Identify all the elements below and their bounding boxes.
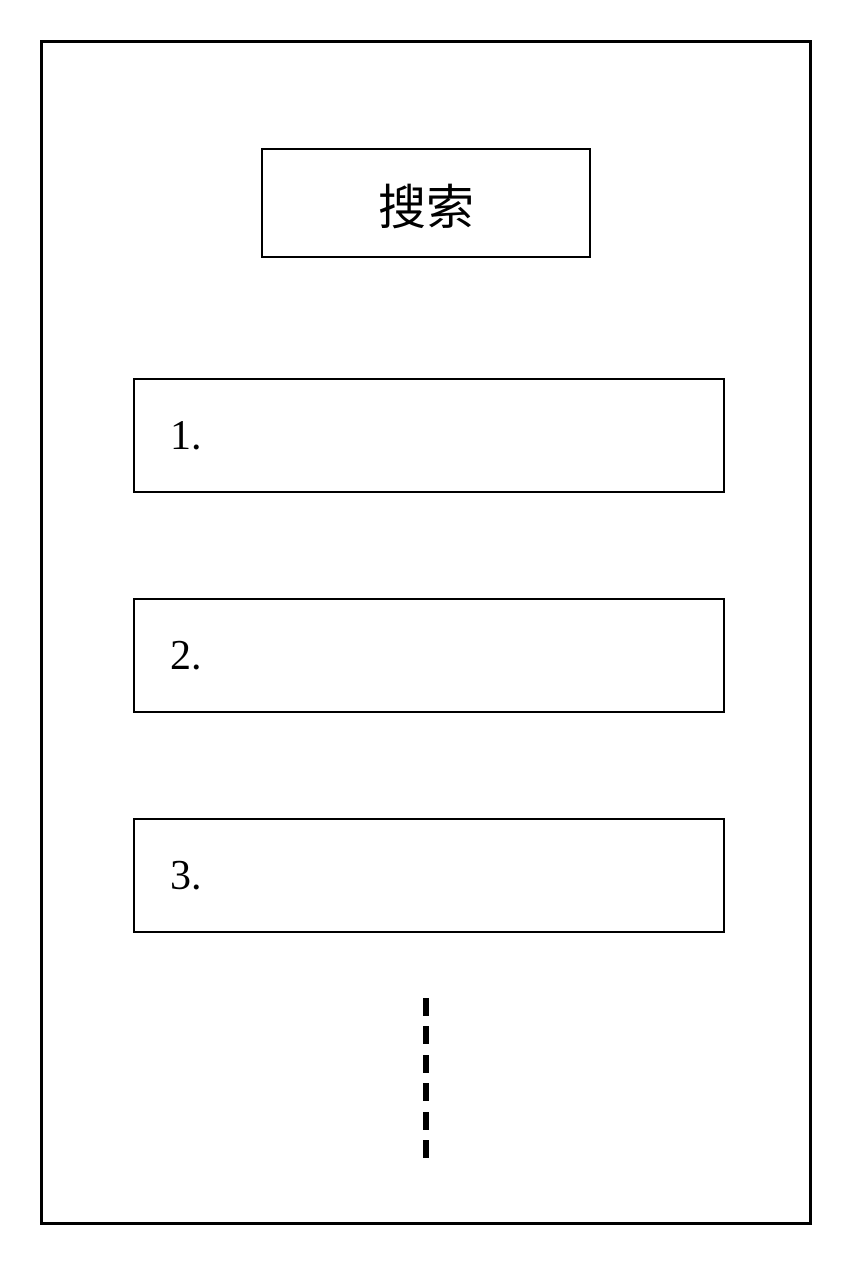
dash-segment xyxy=(423,1140,429,1158)
dash-segment xyxy=(423,1026,429,1044)
dash-segment xyxy=(423,1083,429,1101)
list-item-1-label: 1. xyxy=(170,412,202,460)
dash-segment xyxy=(423,1112,429,1130)
list-item-3-label: 3. xyxy=(170,852,202,900)
outer-frame: 搜索 1. 2. 3. xyxy=(40,40,812,1225)
list-item-2[interactable]: 2. xyxy=(133,598,725,713)
dash-segment xyxy=(423,998,429,1016)
list-item-1[interactable]: 1. xyxy=(133,378,725,493)
continuation-indicator xyxy=(423,998,429,1158)
dash-segment xyxy=(423,1055,429,1073)
search-box[interactable]: 搜索 xyxy=(261,148,591,258)
search-label: 搜索 xyxy=(378,168,474,238)
list-item-3[interactable]: 3. xyxy=(133,818,725,933)
list-item-2-label: 2. xyxy=(170,632,202,680)
